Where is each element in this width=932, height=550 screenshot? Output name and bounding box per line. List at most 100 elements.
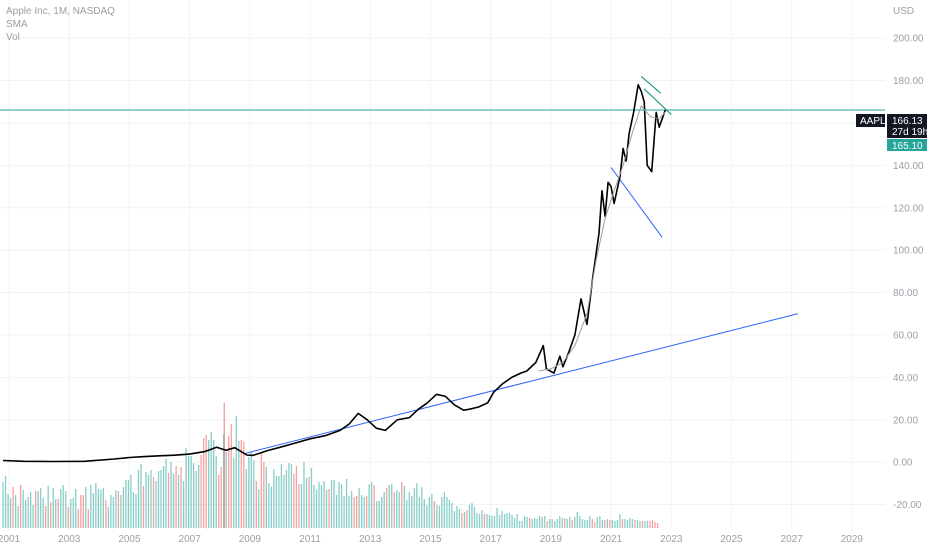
price-axis-label: 120.00 xyxy=(893,203,924,214)
volume-bar xyxy=(335,495,338,528)
legend-title[interactable]: Apple Inc, 1M, NASDAQ xyxy=(6,6,115,17)
volume-bar xyxy=(80,495,82,528)
price-axis[interactable]: USD -20.00 0.00 20.00 40.00 60.00 80.00 100.00… xyxy=(893,6,924,511)
volume-bar xyxy=(330,480,333,528)
volume-bar xyxy=(195,471,197,528)
volume-bar xyxy=(586,520,588,528)
volume-bar xyxy=(358,488,360,528)
volume-bar xyxy=(338,482,340,528)
volume-bar xyxy=(175,466,177,528)
chart-grid xyxy=(0,0,885,530)
volume-bar xyxy=(564,518,566,528)
sma-tag xyxy=(887,139,927,151)
legend-indicator-sma[interactable]: SMA xyxy=(6,19,28,30)
volume-bar xyxy=(190,456,192,528)
volume-bar xyxy=(634,520,636,528)
volume-bar xyxy=(275,476,278,528)
volume-bar xyxy=(411,496,413,528)
volume-bar xyxy=(37,491,39,528)
volume-bar xyxy=(506,513,508,528)
volume-bar xyxy=(107,507,110,528)
volume-bar xyxy=(52,488,54,528)
volume-bar xyxy=(230,424,232,528)
volume-bar xyxy=(235,416,237,528)
volume-bar xyxy=(325,490,328,528)
volume-bar xyxy=(313,485,315,528)
price-axis-label: 180.00 xyxy=(893,76,924,87)
symbol-tag xyxy=(856,114,885,127)
volume-bar xyxy=(165,459,167,528)
volume-bar xyxy=(182,481,185,528)
volume-bar xyxy=(508,513,511,528)
time-axis-label: 2007 xyxy=(179,534,202,545)
price-tag: AAPL 166.13 27d 19h 165.10 xyxy=(856,114,928,152)
volume-bar xyxy=(285,470,288,528)
sma-value: 165.10 xyxy=(892,141,923,152)
volume-bar xyxy=(345,479,348,528)
volume-bar xyxy=(27,497,29,528)
volume-bar xyxy=(243,442,245,528)
volume-bar xyxy=(87,509,89,528)
volume-bar xyxy=(137,470,140,528)
volume-bar xyxy=(210,432,212,528)
uptrend-line xyxy=(243,313,798,455)
price-axis-label: 60.00 xyxy=(893,330,918,341)
volume-bar xyxy=(501,511,503,528)
volume-bar xyxy=(90,485,92,528)
volume-bar xyxy=(233,458,235,528)
time-axis[interactable]: 2001 2003 2005 2007 2009 2011 2013 2015 2017 2019… xyxy=(0,534,863,545)
volume-bar xyxy=(576,512,578,528)
volume-bar xyxy=(551,519,553,528)
volume-bar xyxy=(436,505,438,528)
volume-bar xyxy=(14,495,17,528)
volume-bar xyxy=(350,491,353,528)
volume-bar xyxy=(461,513,463,528)
volume-bar xyxy=(293,474,295,528)
volume-bar xyxy=(631,519,634,528)
volume-bar xyxy=(19,485,22,528)
volume-bar xyxy=(22,490,24,528)
volume-bar xyxy=(398,492,400,528)
price-axis-unit: USD xyxy=(893,6,914,17)
volume-bar xyxy=(611,520,614,528)
volume-bar xyxy=(268,483,270,528)
volume-bar xyxy=(498,515,501,528)
time-axis-label: 2001 xyxy=(0,534,21,545)
legend-indicator-vol[interactable]: Vol xyxy=(6,32,20,43)
volume-bar xyxy=(238,441,240,528)
volume-bar xyxy=(355,496,358,528)
volume-bar xyxy=(225,452,227,528)
volume-bar xyxy=(396,490,398,528)
volume-bar xyxy=(431,494,433,528)
last-price-tag xyxy=(887,114,927,138)
volume-bar xyxy=(295,466,298,528)
price-axis-label: 140.00 xyxy=(893,161,924,172)
volume-bar xyxy=(406,500,408,528)
volume-bar xyxy=(130,475,132,528)
volume-bar xyxy=(197,465,200,528)
volume-bar xyxy=(177,475,180,528)
volume-bar xyxy=(155,481,157,528)
volume-bar xyxy=(258,489,260,528)
volume-bar xyxy=(554,521,556,528)
volume-bar xyxy=(371,482,373,528)
time-axis-label: 2019 xyxy=(540,534,563,545)
volume-bar xyxy=(591,519,593,528)
volume-bar xyxy=(102,488,105,528)
volume-bar xyxy=(328,489,330,528)
volume-bar xyxy=(536,519,538,528)
volume-bar xyxy=(228,436,230,528)
volume-bar xyxy=(423,499,425,528)
volume-bar xyxy=(393,492,395,528)
volume-bar xyxy=(569,517,571,528)
price-series[interactable] xyxy=(2,84,667,463)
volume-bar xyxy=(481,510,483,528)
volume-bar xyxy=(192,463,195,528)
volume-bar xyxy=(162,466,165,528)
bar-countdown: 27d 19h xyxy=(892,127,928,138)
drawing-tools[interactable] xyxy=(0,75,885,455)
volume-bar xyxy=(278,476,280,528)
volume-bar xyxy=(483,514,486,528)
volume-bar xyxy=(215,456,217,528)
